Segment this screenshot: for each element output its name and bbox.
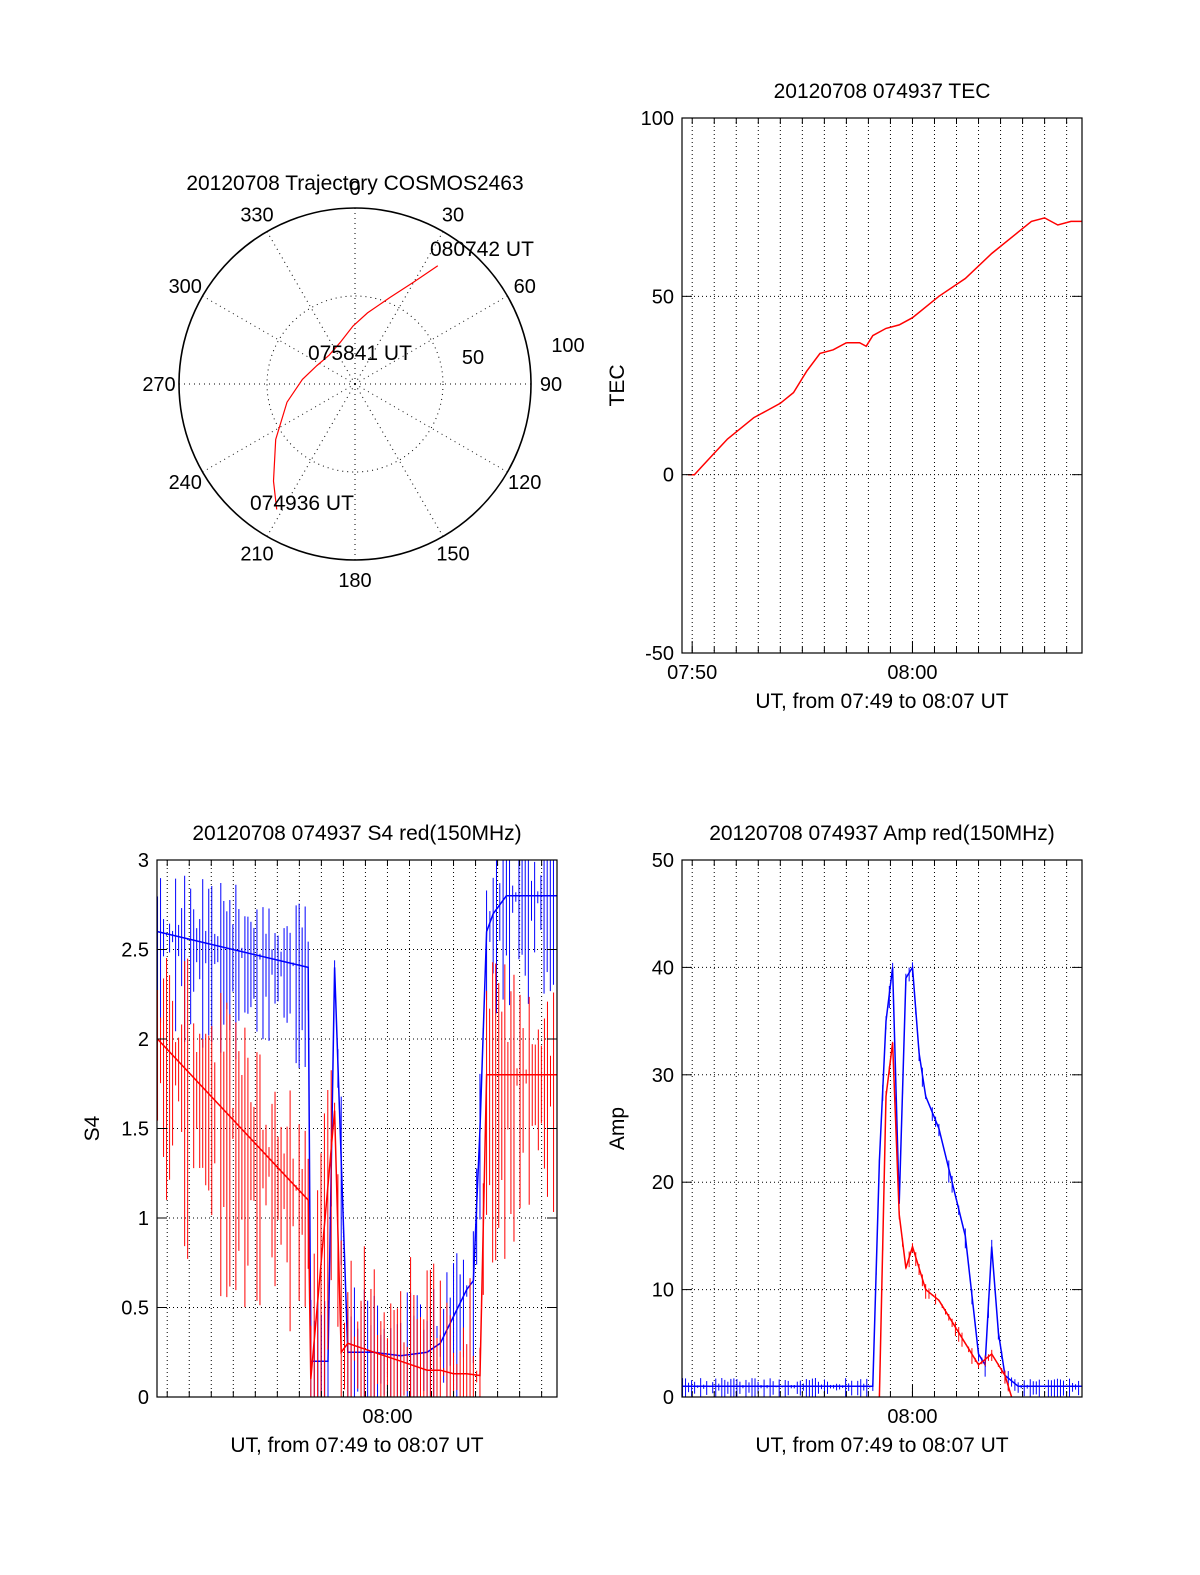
chart-title: 20120708 Trajectory COSMOS2463 (186, 172, 523, 195)
chart-title: 20120708 074937 S4 red(150MHz) (192, 822, 521, 845)
azimuth-label: 180 (338, 570, 371, 592)
y-tick-label: 40 (652, 957, 674, 979)
trajectory-line (272, 265, 439, 510)
azimuth-label: 300 (169, 276, 202, 298)
radial-label: 50 (462, 347, 484, 369)
y-tick-label: 100 (641, 108, 674, 130)
x-axis-label: UT, from 07:49 to 08:07 UT (230, 1434, 483, 1457)
x-tick-label: 07:50 (667, 662, 717, 684)
polar-inner-circle (266, 295, 444, 473)
x-tick-label: 08:00 (362, 1406, 412, 1428)
x-tick-label: 08:00 (887, 662, 937, 684)
azimuth-label: 240 (169, 472, 202, 494)
y-tick-label: 0 (138, 1387, 149, 1409)
y-tick-label: 20 (652, 1172, 674, 1194)
y-tick-label: 2 (138, 1029, 149, 1051)
azimuth-label: 330 (240, 204, 273, 226)
chart-title: 20120708 074937 TEC (774, 80, 991, 103)
azimuth-label: 120 (508, 472, 541, 494)
plot-frame (681, 117, 1083, 654)
y-axis-label: TEC (606, 365, 629, 407)
azimuth-label: 210 (240, 544, 273, 566)
y-axis-label: S4 (81, 1115, 104, 1141)
series-0-line (687, 217, 1082, 476)
azimuth-label: 150 (436, 544, 469, 566)
azimuth-label: 60 (514, 276, 536, 298)
y-tick-label: 2.5 (121, 940, 149, 962)
y-tick-label: 50 (652, 850, 674, 872)
radial-label: 100 (551, 335, 584, 357)
y-tick-label: 3 (138, 850, 149, 872)
s4-chart-panel: 0 0.5 1 1.5 2 2.5 3 08:00 20120708 074937 S4 red… (81, 822, 558, 1457)
chart-title: 20120708 074937 Amp red(150MHz) (709, 822, 1055, 845)
polar-trajectory-panel: 0 30 60 90 120 150 180 210 240 270 300 330 50 100 0749… (142, 172, 584, 592)
x-axis-label: UT, from 07:49 to 08:07 UT (755, 1434, 1008, 1457)
trajectory-end-label: 080742 UT (430, 238, 534, 261)
tec-chart-panel: -50 0 50 100 07:50 08:00 20120708 074937 TEC UT… (606, 80, 1083, 713)
azimuth-label: 0 (349, 178, 360, 200)
y-tick-label: 50 (652, 286, 674, 308)
polar-spoke (354, 383, 444, 537)
trajectory-start-label: 074936 UT (250, 492, 354, 515)
series-1-line (156, 1038, 557, 1380)
y-tick-label: 1 (138, 1208, 149, 1230)
amp-chart-panel: 0 10 20 30 40 50 08:00 20120708 074937 Amp red(… (606, 822, 1083, 1457)
y-tick-label: 0.5 (121, 1298, 149, 1320)
y-tick-label: 30 (652, 1065, 674, 1087)
y-tick-label: 0 (663, 465, 674, 487)
series-1-line (878, 1042, 1013, 1398)
azimuth-label: 270 (142, 374, 175, 396)
y-tick-label: 10 (652, 1280, 674, 1302)
y-tick-label: -50 (645, 643, 674, 665)
plot-frame (681, 859, 1083, 1398)
y-axis-label: Amp (606, 1107, 629, 1150)
x-axis-label: UT, from 07:49 to 08:07 UT (755, 690, 1008, 713)
azimuth-label: 90 (540, 374, 562, 396)
polar-spoke (354, 383, 508, 473)
azimuth-label: 30 (442, 204, 464, 226)
trajectory-mid-label: 075841 UT (308, 342, 412, 365)
series-0-line (682, 965, 1082, 1388)
polar-spoke (202, 295, 356, 385)
y-tick-label: 1.5 (121, 1119, 149, 1141)
x-tick-label: 08:00 (887, 1406, 937, 1428)
y-tick-label: 0 (663, 1387, 674, 1409)
